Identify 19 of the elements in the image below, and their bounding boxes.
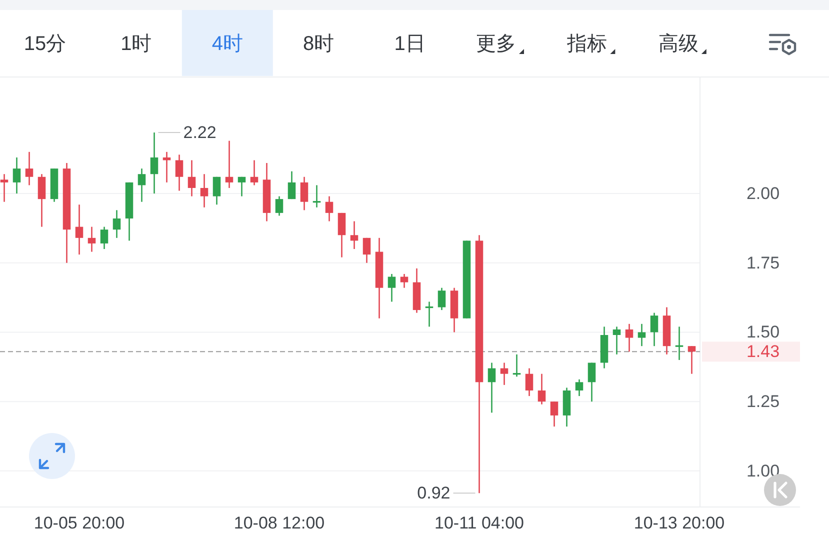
x-tick-label: 10-05 20:00 <box>34 514 125 532</box>
tab-label: 1日 <box>394 33 426 55</box>
tab-label: 高级 <box>658 33 698 55</box>
y-tick-label: 1.75 <box>746 253 780 272</box>
tab-label: 4时 <box>212 33 243 55</box>
tab-label: 15分 <box>24 33 66 55</box>
x-tick-label: 10-11 04:00 <box>434 514 524 532</box>
tab-label: 更多 <box>476 33 516 55</box>
y-tick-label: 1.50 <box>746 322 780 342</box>
tab-label: 8时 <box>303 33 334 55</box>
extreme-label: 0.92 <box>417 484 450 503</box>
ref-line-label: 1.43 <box>746 342 780 362</box>
extreme-label: 2.22 <box>183 122 216 142</box>
y-tick-label: 2.00 <box>746 184 780 204</box>
tab-label: 指标 <box>567 33 608 55</box>
x-tick-label: 10-13 20:00 <box>634 514 725 532</box>
y-tick-label: 1.25 <box>746 392 780 412</box>
tab-label: 1时 <box>120 33 152 55</box>
x-tick-label: 10-08 12:00 <box>234 514 325 532</box>
